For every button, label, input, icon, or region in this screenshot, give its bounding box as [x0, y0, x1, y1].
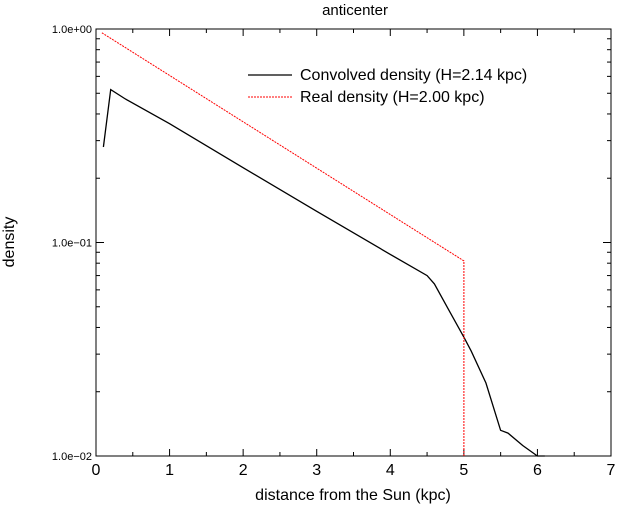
y-tick-label: 1.0e+00 [52, 24, 92, 36]
chart-title: anticenter [322, 2, 388, 19]
x-tick-label: 6 [533, 462, 542, 479]
axis-ticks: 0 1 2 3 4 5 6 7 1.0e+00 1.0e−01 1.0e−02 [52, 24, 616, 479]
x-axis-label: distance from the Sun (kpc) [255, 487, 451, 504]
legend-label-1: Real density (H=2.00 kpc) [300, 89, 485, 106]
y-tick-label: 1.0e−02 [52, 451, 92, 463]
legend-label-0: Convolved density (H=2.14 kpc) [300, 67, 527, 84]
x-tick-label: 5 [459, 462, 468, 479]
y-axis-label: density [1, 217, 18, 268]
series-line-0 [102, 88, 545, 457]
y-tick-label: 1.0e−01 [52, 238, 92, 250]
series-lines [101, 32, 545, 457]
x-tick-label: 1 [165, 462, 174, 479]
x-tick-label: 0 [92, 462, 101, 479]
x-tick-label: 2 [239, 462, 248, 479]
x-tick-label: 3 [312, 462, 321, 479]
x-tick-label: 7 [607, 462, 616, 479]
x-tick-label: 4 [386, 462, 395, 479]
legend: Convolved density (H=2.14 kpc) Real densi… [248, 67, 527, 106]
series-line-1 [101, 32, 465, 456]
